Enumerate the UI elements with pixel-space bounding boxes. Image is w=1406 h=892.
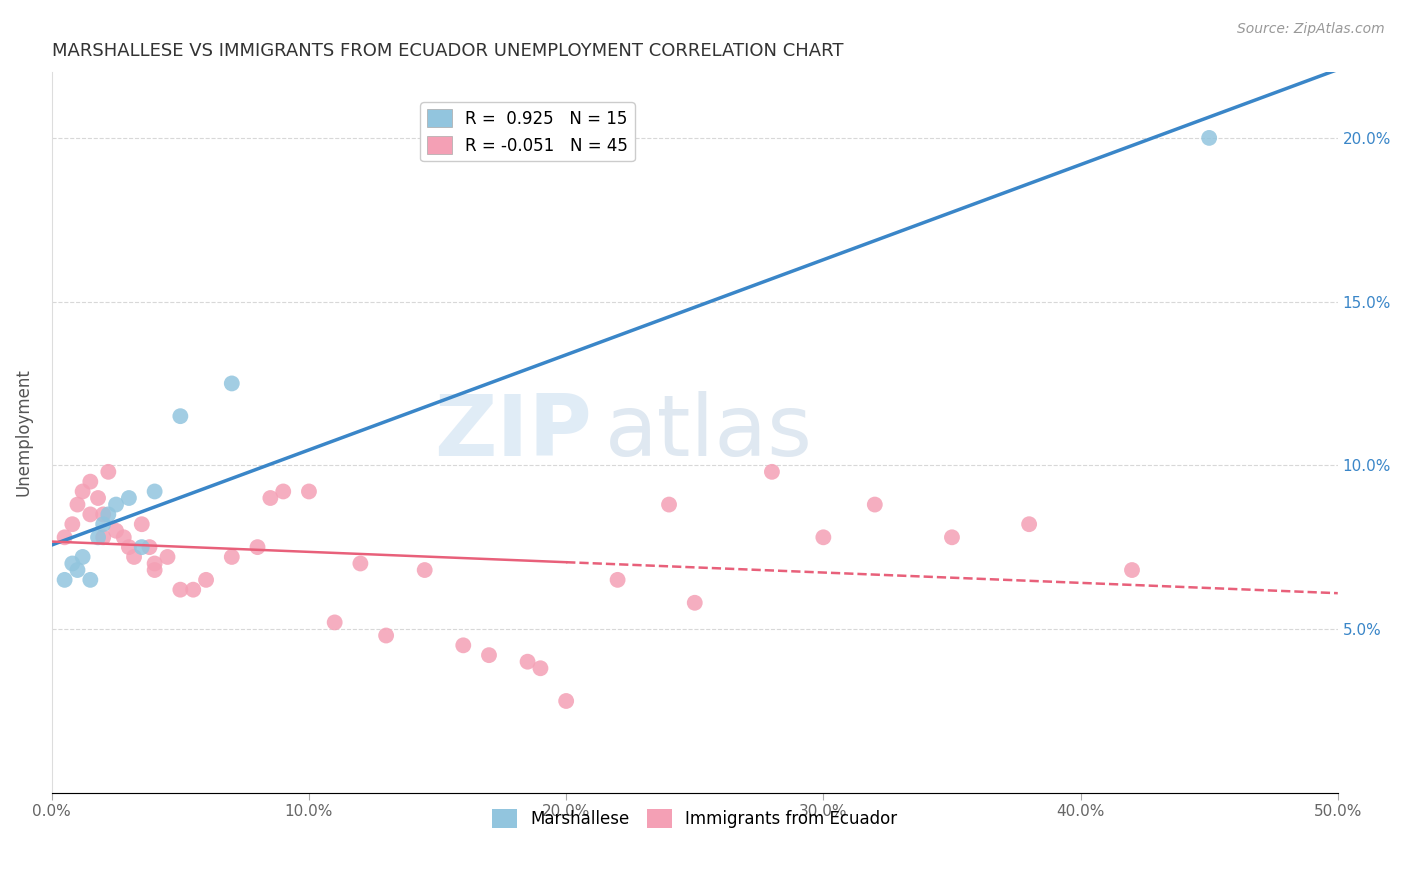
Point [169,582,191,597]
Point [413,563,436,577]
Point [761,465,783,479]
Point [112,530,135,544]
Point [122,549,145,564]
Point [323,615,346,630]
Point [91,530,114,544]
Point [79,475,101,489]
Text: ZIP: ZIP [434,391,592,474]
Point [555,694,578,708]
Point [529,661,551,675]
Point [1018,517,1040,532]
Point [606,573,628,587]
Point [195,573,218,587]
Point [97,465,120,479]
Point [813,530,835,544]
Point [131,540,153,554]
Point [66,498,89,512]
Point [91,517,114,532]
Point [259,491,281,505]
Point [863,498,886,512]
Point [97,508,120,522]
Point [131,517,153,532]
Point [221,376,243,391]
Text: Source: ZipAtlas.com: Source: ZipAtlas.com [1237,22,1385,37]
Point [87,491,110,505]
Point [1121,563,1143,577]
Point [658,498,681,512]
Text: atlas: atlas [605,391,813,474]
Point [143,557,166,571]
Point [138,540,160,554]
Point [72,549,94,564]
Point [349,557,371,571]
Point [118,540,141,554]
Point [72,484,94,499]
Legend: Marshallese, Immigrants from Ecuador: Marshallese, Immigrants from Ecuador [485,803,904,835]
Point [53,530,76,544]
Point [1198,131,1220,145]
Point [60,517,83,532]
Point [118,491,141,505]
Point [105,498,128,512]
Point [91,508,114,522]
Point [87,530,110,544]
Point [271,484,294,499]
Point [298,484,321,499]
Point [478,648,501,662]
Point [105,524,128,538]
Point [451,638,474,652]
Point [181,582,204,597]
Point [169,409,191,424]
Point [143,563,166,577]
Y-axis label: Unemployment: Unemployment [15,368,32,497]
Point [221,549,243,564]
Point [941,530,963,544]
Point [683,596,706,610]
Point [516,655,538,669]
Point [156,549,179,564]
Point [246,540,269,554]
Point [53,573,76,587]
Point [60,557,83,571]
Text: MARSHALLESE VS IMMIGRANTS FROM ECUADOR UNEMPLOYMENT CORRELATION CHART: MARSHALLESE VS IMMIGRANTS FROM ECUADOR U… [52,42,844,60]
Point [66,563,89,577]
Point [79,573,101,587]
Point [79,508,101,522]
Point [375,628,398,642]
Point [143,484,166,499]
